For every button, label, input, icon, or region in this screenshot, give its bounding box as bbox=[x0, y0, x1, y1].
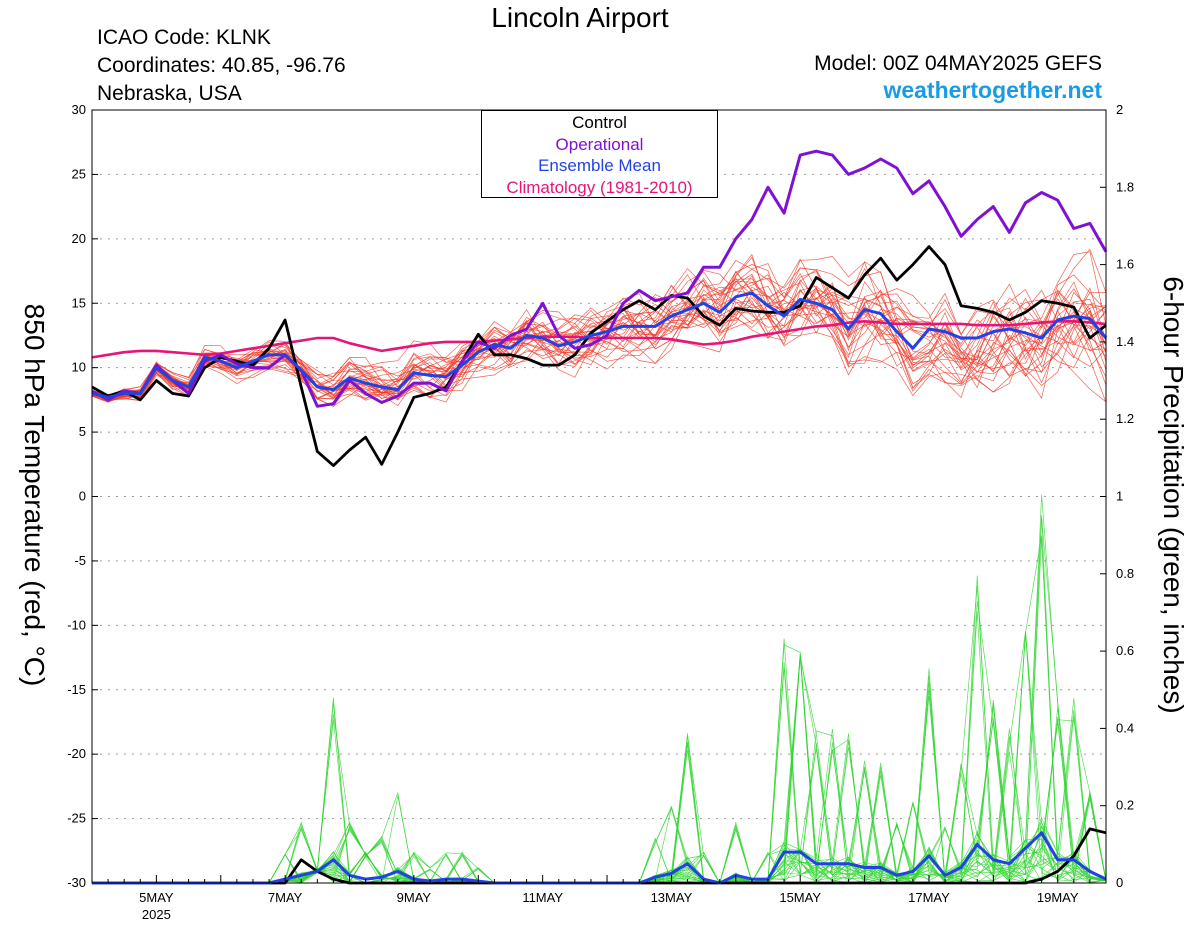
y-axis-left-ticks: 30 25 20 15 10 5 0 -5 -10 -15 -20 -25 -30 bbox=[67, 102, 98, 890]
precip-member-line bbox=[92, 631, 1107, 884]
y-tick-label: -10 bbox=[67, 617, 86, 632]
y2-tick-label: 0.8 bbox=[1116, 566, 1134, 581]
x-tick-label: 17MAY bbox=[908, 890, 950, 905]
temp-member-line bbox=[91, 267, 1107, 403]
y-tick-label: -5 bbox=[74, 553, 86, 568]
y-axis-left-label: 850 hPa Temperature (red, °C) bbox=[19, 303, 50, 687]
precip-member-line bbox=[92, 654, 1107, 884]
precip-member-line bbox=[92, 715, 1107, 884]
y2-tick-label: 0.6 bbox=[1116, 643, 1134, 658]
y-tick-label: -20 bbox=[67, 746, 86, 761]
precip-member-line bbox=[92, 720, 1107, 884]
y-tick-label: 30 bbox=[72, 102, 86, 117]
y2-tick-label: 1.8 bbox=[1116, 179, 1134, 194]
coordinates: Coordinates: 40.85, -96.76 bbox=[97, 54, 346, 77]
temp-member-line bbox=[91, 273, 1107, 402]
precip-member-line bbox=[92, 631, 1107, 884]
x-tick-label: 11MAY bbox=[522, 890, 563, 905]
y-tick-label: 10 bbox=[72, 360, 86, 375]
precip-member-line bbox=[92, 706, 1107, 884]
precip-member-line bbox=[92, 722, 1107, 884]
precip-member-line bbox=[92, 697, 1107, 884]
ensemble-mean-line bbox=[91, 291, 1108, 399]
temp-member-line bbox=[91, 248, 1107, 407]
y2-tick-label: 0.2 bbox=[1116, 798, 1134, 813]
precip-member-line bbox=[92, 601, 1107, 884]
legend-ensemble-mean: Ensemble Mean bbox=[538, 156, 661, 175]
y-tick-label: -25 bbox=[67, 811, 86, 826]
x-tick-label: 19MAY bbox=[1037, 890, 1079, 905]
y-axis-right-label: 6-hour Precipitation (green, inches) bbox=[1158, 276, 1189, 714]
precip-member-line bbox=[92, 535, 1107, 884]
x-year-label: 2025 bbox=[142, 907, 171, 922]
y2-tick-label: 1.2 bbox=[1116, 411, 1134, 426]
x-axis-ticks: 5MAY 7MAY 9MAY 11MAY 13MAY 15MAY 17MAY 19MAY 202… bbox=[91, 875, 1107, 922]
y2-tick-label: 2 bbox=[1116, 102, 1123, 117]
y2-tick-label: 1.6 bbox=[1116, 257, 1134, 272]
x-tick-label: 5MAY bbox=[139, 890, 174, 905]
region: Nebraska, USA bbox=[97, 82, 242, 105]
y-tick-label: 20 bbox=[72, 231, 86, 246]
precip-member-line bbox=[92, 733, 1107, 884]
grid-lines bbox=[92, 173, 1106, 820]
precip-member-line bbox=[92, 517, 1107, 884]
precip-member-line bbox=[92, 714, 1107, 884]
temp-member-line bbox=[91, 293, 1107, 399]
precip-member-line bbox=[92, 710, 1107, 884]
y-tick-label: -15 bbox=[67, 682, 86, 697]
series-lines bbox=[91, 149, 1108, 885]
legend-climatology: Climatology (1981-2010) bbox=[506, 177, 693, 197]
y-tick-label: 0 bbox=[79, 489, 86, 504]
precip-member-line bbox=[92, 719, 1107, 884]
precip-member-line bbox=[92, 653, 1107, 884]
y-tick-label: -30 bbox=[67, 875, 86, 890]
x-tick-label: 15MAY bbox=[779, 890, 821, 905]
y2-tick-label: 1 bbox=[1116, 489, 1123, 504]
precip-member-line bbox=[92, 733, 1107, 884]
operational-line bbox=[91, 149, 1108, 408]
x-tick-label: 13MAY bbox=[651, 890, 693, 905]
precip-member-line bbox=[92, 537, 1107, 884]
precip-member-line bbox=[92, 494, 1107, 884]
y2-tick-label: 0.4 bbox=[1116, 720, 1134, 735]
control-precipitation-line bbox=[92, 827, 1107, 885]
climatology-1981-2010-line bbox=[91, 319, 1107, 359]
y-tick-label: 25 bbox=[72, 166, 86, 181]
legend-control: Control bbox=[572, 113, 627, 132]
y2-tick-label: 0 bbox=[1116, 875, 1123, 890]
temp-member-line bbox=[91, 251, 1107, 400]
y2-tick-label: 1.4 bbox=[1116, 334, 1134, 349]
y-axis-right-ticks: 2 1.8 1.6 1.4 1.2 1 0.8 0.6 0.4 0.2 0 bbox=[1100, 102, 1134, 890]
precip-member-line bbox=[92, 700, 1107, 884]
x-tick-label: 9MAY bbox=[397, 890, 432, 905]
precip-member-line bbox=[92, 728, 1107, 884]
temp-member-line bbox=[91, 261, 1107, 403]
precip-member-line bbox=[92, 515, 1107, 884]
chart-title: Lincoln Airport bbox=[491, 2, 669, 33]
legend: Control Operational Ensemble Mean Climat… bbox=[481, 110, 718, 198]
y-tick-label: 15 bbox=[72, 295, 86, 310]
icao-code: ICAO Code: KLNK bbox=[97, 26, 271, 49]
model-run: Model: 00Z 04MAY2025 GEFS bbox=[814, 52, 1102, 75]
y-tick-label: 5 bbox=[79, 424, 86, 439]
precip-member-line bbox=[92, 716, 1107, 884]
x-tick-label: 7MAY bbox=[268, 890, 303, 905]
temp-member-line bbox=[91, 277, 1107, 402]
precip-members bbox=[92, 494, 1107, 884]
site-link[interactable]: weathertogether.net bbox=[883, 77, 1102, 103]
precip-member-line bbox=[92, 656, 1107, 884]
temp-member-line bbox=[91, 289, 1107, 399]
legend-operational: Operational bbox=[555, 134, 644, 154]
precip-member-line bbox=[92, 632, 1107, 884]
